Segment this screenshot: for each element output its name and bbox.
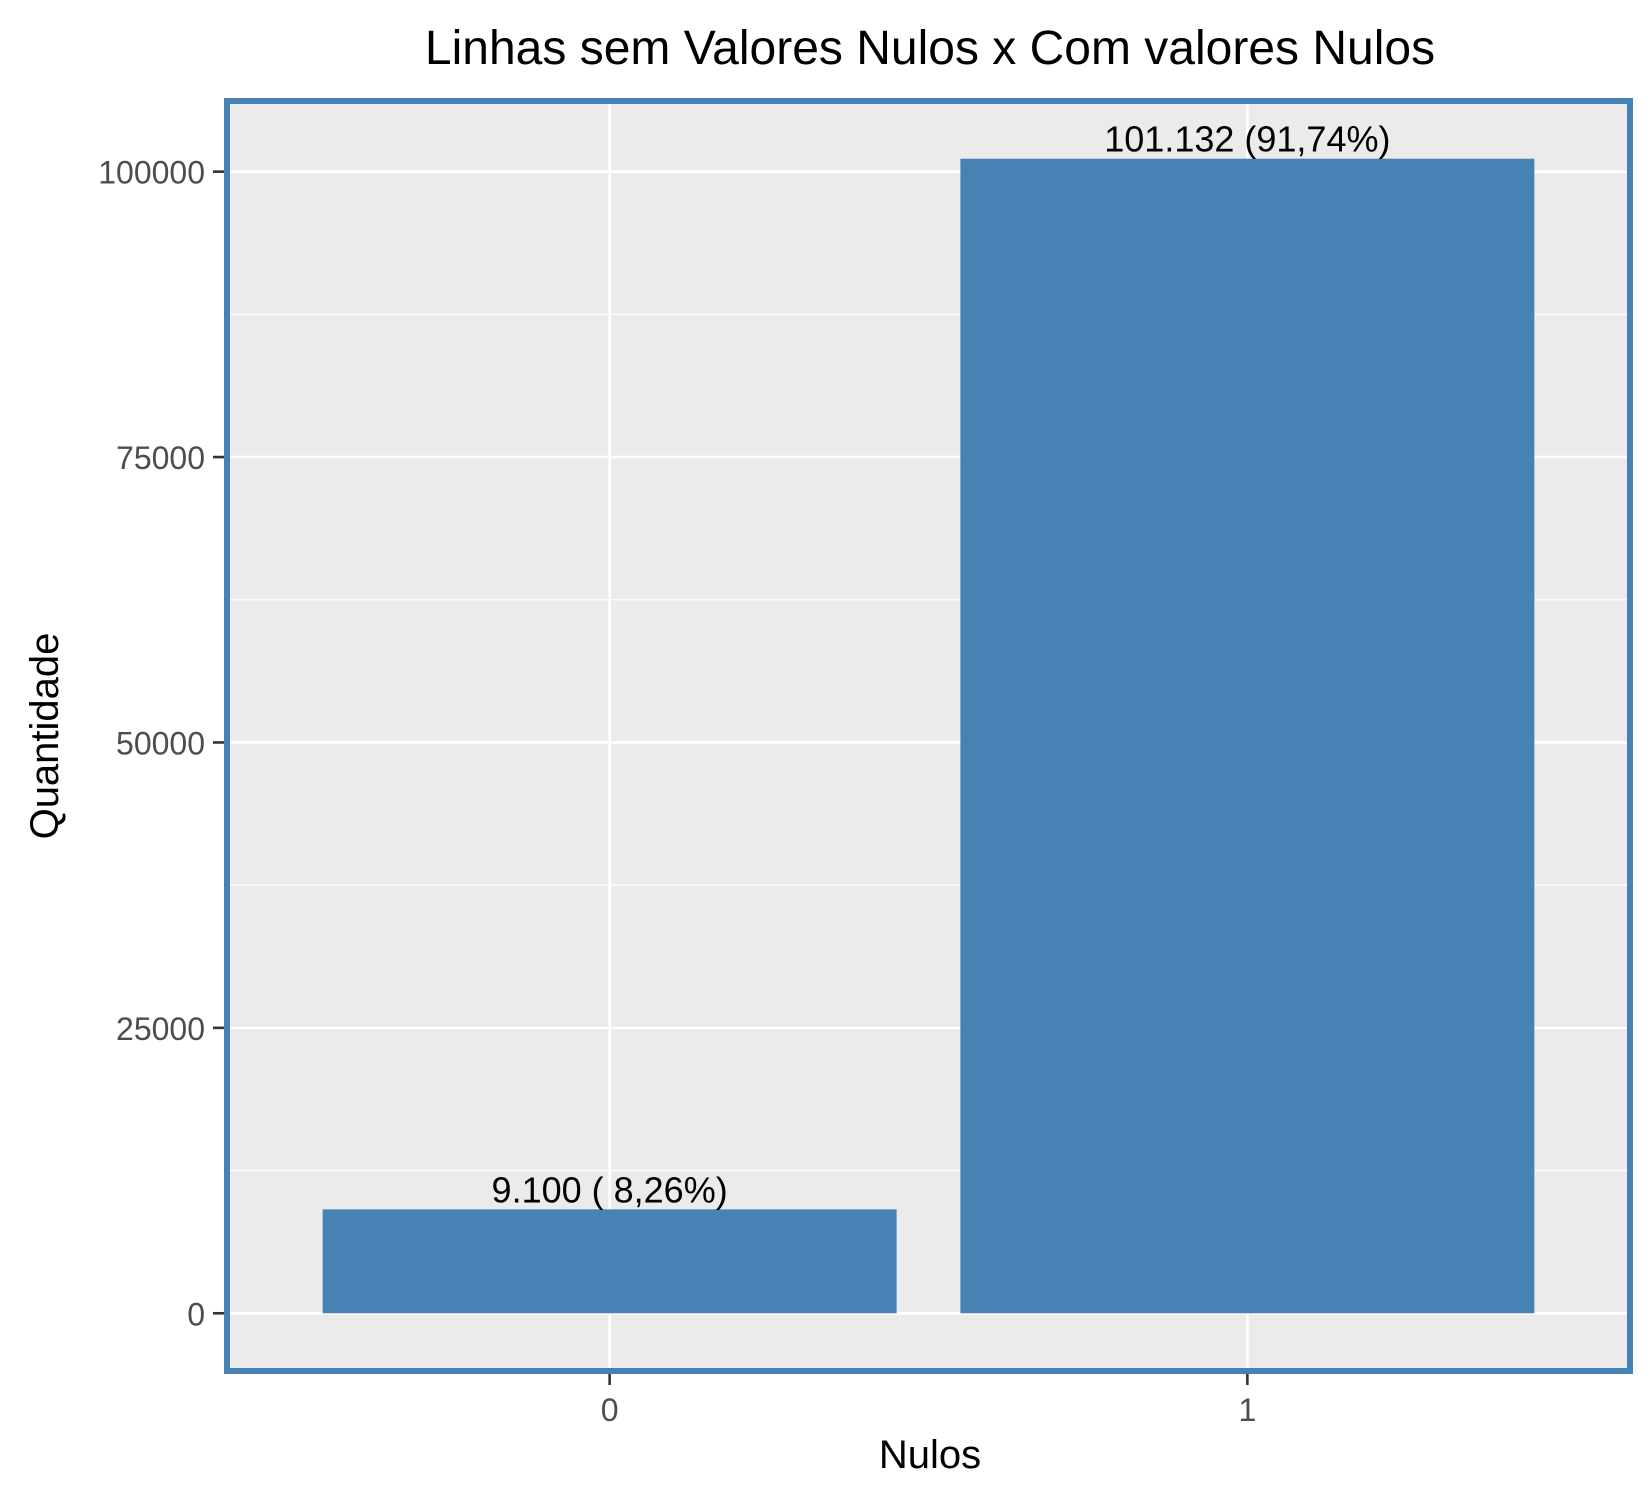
bar (960, 159, 1534, 1314)
bar (323, 1209, 897, 1313)
y-tick-label: 75000 (116, 440, 205, 476)
x-tick-label: 0 (601, 1392, 619, 1428)
y-axis: 0 25000 50000 75000 100000 (98, 155, 224, 1333)
y-tick-label: 50000 (116, 725, 205, 761)
bar-data-label: 101.132 (91,74%) (1104, 119, 1390, 160)
y-axis-title: Quantidade (23, 633, 67, 840)
y-tick-label: 0 (187, 1296, 205, 1332)
chart-title: Linhas sem Valores Nulos x Com valores N… (425, 22, 1435, 75)
bar-data-label: 9.100 ( 8,26%) (492, 1169, 728, 1210)
y-tick-label: 25000 (116, 1011, 205, 1047)
x-tick-label: 1 (1238, 1392, 1256, 1428)
x-axis-title: Nulos (879, 1433, 981, 1477)
y-tick-label: 100000 (98, 155, 205, 191)
